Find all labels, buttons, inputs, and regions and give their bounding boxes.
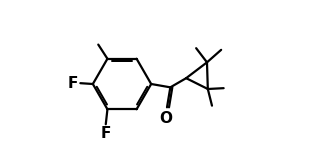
Text: F: F	[100, 126, 111, 141]
Text: F: F	[68, 76, 78, 91]
Text: O: O	[160, 111, 173, 126]
